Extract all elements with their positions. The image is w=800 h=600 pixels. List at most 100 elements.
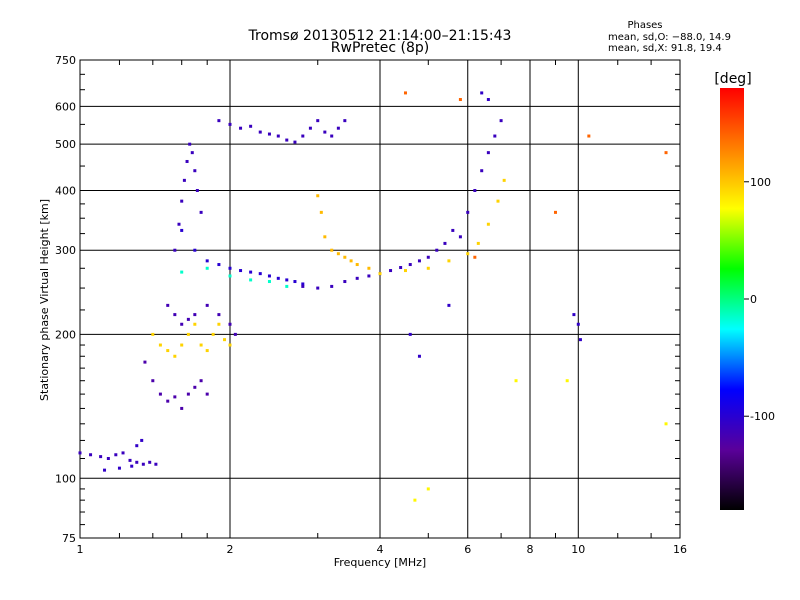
data-point <box>499 119 503 123</box>
data-point <box>180 270 184 274</box>
data-point <box>355 276 359 280</box>
data-point <box>249 270 253 274</box>
data-point <box>473 188 477 192</box>
data-point <box>140 438 144 442</box>
data-point <box>205 392 209 396</box>
x-tick-label: 6 <box>464 543 471 556</box>
data-point <box>99 455 103 459</box>
y-axis-label: Stationary phase Virtual Height [km] <box>38 199 51 401</box>
data-point <box>389 269 393 273</box>
data-point <box>316 286 320 290</box>
colorbar-ticks: 100 0 -100 <box>744 176 775 423</box>
data-point <box>319 210 323 214</box>
data-point <box>223 338 227 342</box>
data-point <box>367 266 371 270</box>
data-point <box>173 354 177 358</box>
x-tick-label: 1 <box>77 543 84 556</box>
data-point <box>239 269 243 273</box>
y-tick-label: 400 <box>55 184 76 197</box>
x-axis-ticks: 1 2 4 6 8 10 16 <box>77 543 688 556</box>
data-point <box>173 313 177 317</box>
data-point <box>447 303 451 307</box>
data-point <box>154 462 158 466</box>
data-point <box>193 385 197 389</box>
data-point <box>121 451 125 455</box>
data-point <box>180 322 184 326</box>
data-point <box>486 98 490 102</box>
data-point <box>199 379 203 383</box>
data-point <box>349 259 353 263</box>
data-point <box>355 263 359 267</box>
colorbar-tick-label: 100 <box>750 176 771 189</box>
data-point <box>343 280 347 284</box>
data-point <box>267 132 271 136</box>
y-tick-label: 200 <box>55 328 76 341</box>
data-point <box>285 138 289 142</box>
data-point <box>117 466 121 470</box>
data-point <box>451 228 455 232</box>
data-point <box>217 322 221 326</box>
data-point <box>190 151 194 155</box>
data-point <box>426 487 430 491</box>
data-point <box>323 235 327 239</box>
data-point <box>258 130 262 134</box>
data-point <box>426 255 430 259</box>
data-point <box>151 332 155 336</box>
data-point <box>480 169 484 173</box>
data-point <box>186 317 190 321</box>
data-point <box>205 259 209 263</box>
data-point <box>141 462 145 466</box>
data-point <box>233 332 237 336</box>
data-point <box>103 468 107 472</box>
x-tick-label: 10 <box>571 543 585 556</box>
data-point <box>135 460 139 464</box>
data-point <box>205 349 209 353</box>
data-point <box>496 199 500 203</box>
data-point <box>148 460 152 464</box>
data-point <box>186 332 190 336</box>
data-point <box>466 210 470 214</box>
data-point <box>367 274 371 278</box>
data-point <box>426 266 430 270</box>
data-point <box>403 269 407 273</box>
data-points <box>78 91 668 502</box>
colorbar-tick-label: 0 <box>750 293 757 306</box>
data-point <box>330 248 334 252</box>
data-point <box>228 343 232 347</box>
data-point <box>480 91 484 95</box>
data-point <box>316 194 320 198</box>
data-point <box>587 134 591 138</box>
data-point <box>343 119 347 123</box>
data-point <box>166 399 170 403</box>
colorbar: [deg] 100 0 -100 <box>714 71 775 510</box>
data-point <box>486 151 490 155</box>
phase-stats-o: mean, sd,O: −88.0, 14.9 <box>608 32 731 43</box>
data-point <box>143 360 147 364</box>
data-point <box>158 343 162 347</box>
x-tick-label: 16 <box>673 543 687 556</box>
data-point <box>78 451 82 455</box>
data-point <box>228 322 232 326</box>
data-point <box>267 280 271 284</box>
data-point <box>466 252 470 256</box>
data-point <box>228 274 232 278</box>
chart-title: Tromsø 20130512 21:14:00–21:15:43 <box>248 28 512 44</box>
colorbar-label: [deg] <box>714 71 751 87</box>
data-point <box>458 235 462 239</box>
data-point <box>199 343 203 347</box>
data-point <box>343 255 347 259</box>
data-point <box>205 303 209 307</box>
data-point <box>228 122 232 126</box>
data-point <box>182 178 186 182</box>
chart-subtitle: RwPretec (8p) <box>331 40 429 56</box>
data-point <box>323 130 327 134</box>
data-point <box>301 282 305 286</box>
grid-lines <box>80 60 680 538</box>
data-point <box>285 284 289 288</box>
data-point <box>408 263 412 267</box>
data-point <box>151 379 155 383</box>
data-point <box>435 248 439 252</box>
data-point <box>195 188 199 192</box>
y-tick-label: 300 <box>55 244 76 257</box>
phase-stats-x: mean, sd,X: 91.8, 19.4 <box>608 43 722 54</box>
